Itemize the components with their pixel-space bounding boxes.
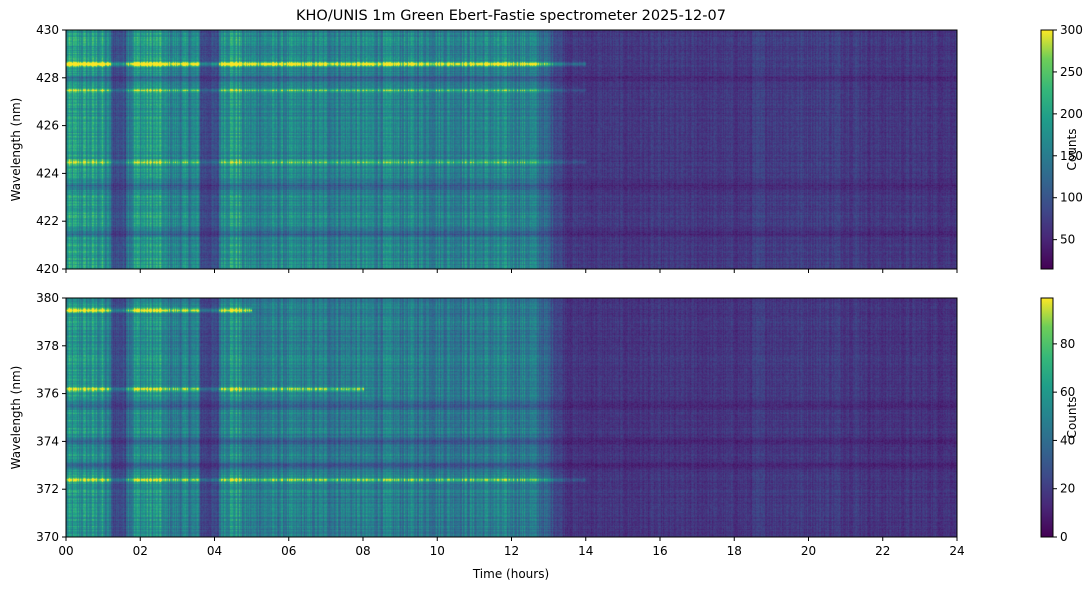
- bottom-y-tick-label: 380: [36, 291, 59, 305]
- top-y-tick-label: 428: [36, 71, 59, 85]
- top-y-tick-label: 420: [36, 262, 59, 276]
- top-y-tick-label: 424: [36, 166, 59, 180]
- bottom-colorbar-tick-label: 20: [1060, 482, 1075, 496]
- bottom-colorbar: 0 20 40 60 80 Counts: [1040, 297, 1079, 544]
- bottom-colorbar-ticks: 0 20 40 60 80: [1053, 337, 1075, 544]
- top-y-axis-label: Wavelength (nm): [9, 98, 23, 202]
- bottom-y-axis-label: Wavelength (nm): [9, 366, 23, 470]
- bottom-y-tick-label: 370: [36, 530, 59, 544]
- bottom-x-tick-label: 06: [281, 544, 296, 558]
- top-colorbar-ticks: 50 100 150 200 250 300: [1053, 23, 1083, 247]
- bottom-colorbar-tick-label: 80: [1060, 337, 1075, 351]
- bottom-y-tick-label: 378: [36, 339, 59, 353]
- top-colorbar-tick-label: 250: [1060, 65, 1083, 79]
- bottom-x-tick-label: 12: [504, 544, 519, 558]
- top-y-tick-label: 430: [36, 23, 59, 37]
- bottom-x-tick-label: 18: [727, 544, 742, 558]
- bottom-colorbar-label: Counts: [1065, 397, 1079, 439]
- top-colorbar-label: Counts: [1065, 129, 1079, 171]
- bottom-colorbar-tick-label: 0: [1060, 530, 1068, 544]
- top-heatmap-image: [66, 30, 957, 269]
- bottom-x-axis-label: Time (hours): [472, 567, 549, 581]
- bottom-x-tick-label: 10: [430, 544, 445, 558]
- top-colorbar-tick-label: 50: [1060, 233, 1075, 247]
- bottom-x-tick-label: 14: [578, 544, 593, 558]
- top-y-tick-label: 426: [36, 119, 59, 133]
- bottom-y-tick-label: 372: [36, 482, 59, 496]
- bottom-x-tick-label: 16: [652, 544, 667, 558]
- bottom-spectrogram-panel: 370 372 374 376 378 380 00 02 04 06 08 10 12 14 16 18 2…: [9, 291, 965, 581]
- bottom-y-axis: 370 372 374 376 378 380: [36, 291, 66, 544]
- bottom-colorbar-gradient: [1040, 297, 1054, 538]
- bottom-x-tick-label: 08: [355, 544, 370, 558]
- top-colorbar-tick-label: 100: [1060, 191, 1083, 205]
- bottom-heatmap-image: [66, 298, 957, 537]
- top-y-tick-label: 422: [36, 214, 59, 228]
- bottom-y-tick-label: 374: [36, 434, 59, 448]
- chart-title: KHO/UNIS 1m Green Ebert-Fastie spectrome…: [296, 8, 726, 24]
- bottom-x-tick-label: 24: [949, 544, 964, 558]
- top-colorbar-tick-label: 200: [1060, 107, 1083, 121]
- bottom-colorbar-tick-label: 40: [1060, 433, 1075, 447]
- bottom-x-tick-label: 02: [133, 544, 148, 558]
- bottom-x-tick-label: 20: [801, 544, 816, 558]
- top-spectrogram-panel: 420 422 424 426 428 430 Wavelength (nm): [9, 23, 958, 276]
- top-x-axis: [65, 269, 958, 273]
- bottom-colorbar-tick-label: 60: [1060, 385, 1075, 399]
- top-colorbar-gradient: [1040, 29, 1054, 270]
- bottom-y-tick-label: 376: [36, 387, 59, 401]
- top-y-axis: 420 422 424 426 428 430: [36, 23, 66, 276]
- top-colorbar-tick-label: 300: [1060, 23, 1083, 37]
- bottom-x-tick-label: 04: [207, 544, 222, 558]
- bottom-x-tick-label: 22: [875, 544, 890, 558]
- top-colorbar-tick-label: 150: [1060, 149, 1083, 163]
- bottom-x-tick-label: 00: [58, 544, 73, 558]
- bottom-x-axis: 00 02 04 06 08 10 12 14 16 18 20 22 24: [58, 537, 965, 558]
- top-colorbar: 50 100 150 200 250 300 Counts: [1040, 23, 1083, 270]
